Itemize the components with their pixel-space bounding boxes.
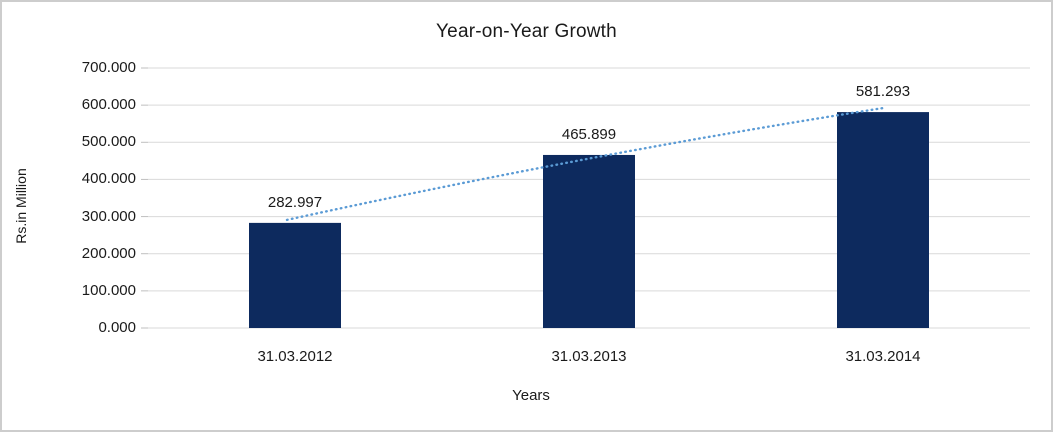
x-tick-label: 31.03.2013	[551, 348, 627, 365]
bar-value-label: 465.899	[561, 125, 617, 143]
y-tick-label: 600.000	[81, 96, 136, 114]
x-axis-title: Years	[512, 387, 550, 404]
bar	[837, 112, 929, 328]
trendline	[285, 106, 885, 222]
y-tick-label: 100.000	[81, 281, 136, 299]
y-tick-label: 0.000	[98, 319, 136, 336]
bar	[543, 154, 635, 328]
x-tick-label: 31.03.2012	[257, 348, 333, 365]
bar-value-label: 282.997	[267, 193, 323, 211]
y-tick-label: 300.000	[81, 207, 136, 225]
bar-value-label: 581.293	[855, 83, 911, 101]
bar	[249, 222, 341, 328]
chart-title: Year-on-Year Growth	[436, 21, 617, 42]
y-tick-label: 200.000	[81, 244, 136, 262]
y-tick-label: 400.000	[81, 170, 136, 188]
y-tick-label: 500.000	[81, 133, 136, 151]
x-tick-label: 31.03.2014	[845, 348, 921, 365]
y-tick-label: 700.000	[81, 59, 136, 76]
